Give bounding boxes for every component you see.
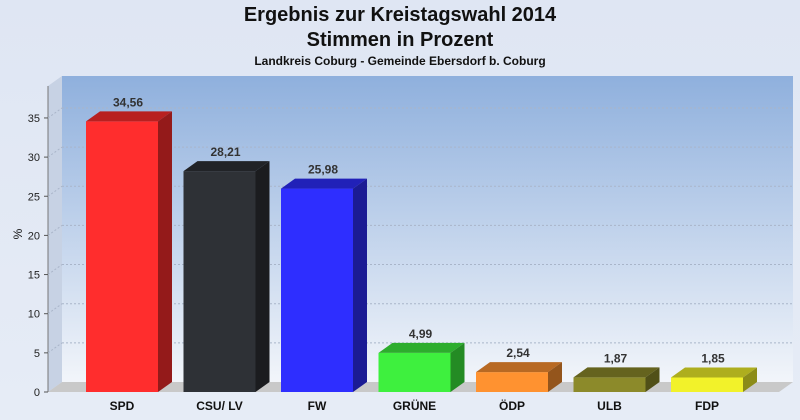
- bar-top: [281, 178, 367, 189]
- bar-fw: [281, 178, 367, 392]
- gridline-depth: [47, 342, 63, 354]
- y-tick-label: 15: [28, 270, 40, 282]
- bar-top: [86, 111, 172, 122]
- gridline-depth: [47, 264, 63, 275]
- bar-grüne: [378, 342, 465, 392]
- bar-side: [158, 111, 172, 392]
- bar-front: [573, 377, 646, 392]
- bar-side: [548, 362, 562, 392]
- gridline-depth: [47, 107, 63, 119]
- data-label: 1,87: [604, 351, 628, 365]
- y-tick-label: 5: [34, 348, 40, 360]
- data-label: 25,98: [308, 163, 338, 177]
- x-tick-label: GRÜNE: [393, 398, 436, 413]
- gridline-depth: [47, 185, 63, 197]
- x-tick-label: ÖDP: [499, 398, 525, 413]
- bar-front: [378, 352, 451, 392]
- x-tick-label: FW: [308, 399, 327, 413]
- bar-top: [573, 367, 660, 378]
- x-tick-label: CSU/ LV: [196, 399, 242, 413]
- data-label: 4,99: [409, 327, 433, 341]
- gridline-depth: [47, 146, 63, 158]
- gridline-depth: [47, 224, 63, 236]
- gridline-depth: [47, 303, 63, 315]
- y-axis-label: %: [11, 228, 25, 239]
- y-tick-label: 25: [28, 191, 40, 203]
- y-tick-label: 10: [28, 309, 40, 321]
- bar-spd: [86, 111, 172, 392]
- data-label: 28,21: [210, 145, 240, 159]
- bar-ödp: [476, 362, 562, 392]
- bar-front: [476, 372, 548, 392]
- y-tick-label: 35: [28, 113, 40, 125]
- bar-csu-lv: [183, 161, 270, 392]
- bar-top: [378, 342, 465, 353]
- bar-top: [671, 367, 757, 378]
- bar-side: [255, 161, 270, 392]
- x-tick-label: SPD: [110, 399, 135, 413]
- y-tick-label: 20: [28, 230, 40, 242]
- bar-front: [86, 121, 158, 392]
- bar-top: [183, 161, 270, 172]
- chart-subtitle: Stimmen in Prozent: [306, 29, 494, 51]
- chart-title: Ergebnis zur Kreistagswahl 2014: [243, 4, 557, 26]
- data-label: 34,56: [113, 95, 143, 109]
- bar-top: [476, 362, 562, 373]
- bar-side: [450, 342, 465, 392]
- data-label: 2,54: [506, 346, 530, 360]
- x-tick-label: FDP: [695, 399, 719, 413]
- plot-left-wall: [48, 76, 62, 392]
- bar-front: [183, 171, 256, 392]
- bar-fdp: [671, 367, 757, 392]
- bar-front: [281, 188, 353, 392]
- bar-side: [353, 178, 367, 392]
- y-tick-label: 0: [34, 387, 40, 399]
- x-tick-label: ULB: [597, 399, 622, 413]
- chart-region-subtitle: Landkreis Coburg - Gemeinde Ebersdorf b.…: [254, 54, 546, 68]
- y-tick-label: 30: [28, 152, 40, 164]
- bar-side: [645, 367, 660, 392]
- bar-ulb: [573, 367, 660, 392]
- data-label: 1,85: [701, 352, 725, 366]
- bar-front: [671, 377, 743, 392]
- bar-side: [743, 367, 757, 392]
